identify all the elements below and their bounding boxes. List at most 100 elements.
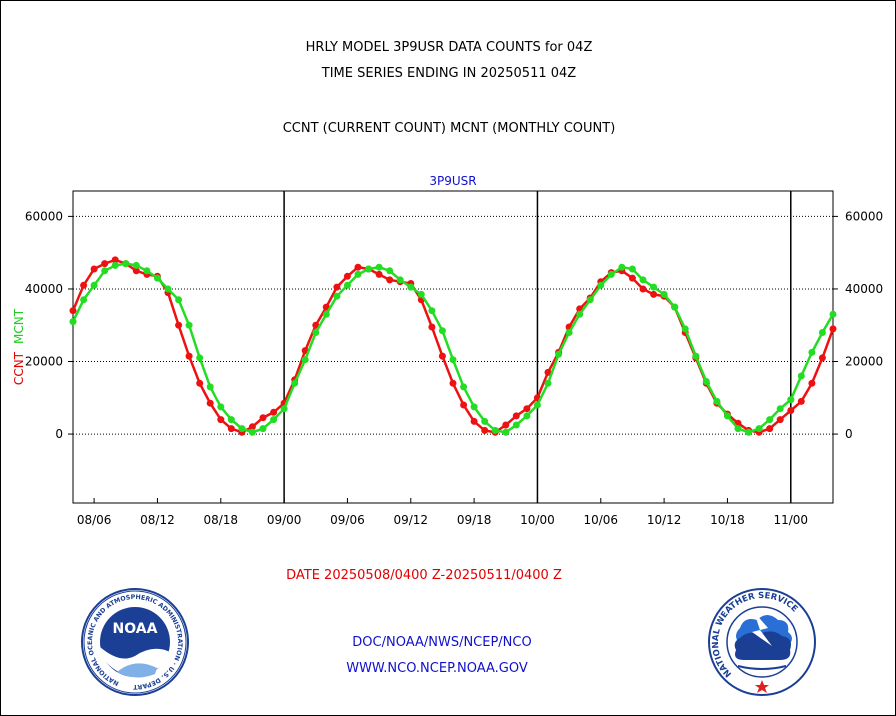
data-point-mcnt (153, 274, 161, 282)
plot-area (72, 190, 834, 504)
data-point-mcnt (576, 310, 584, 318)
data-point-mcnt (206, 383, 214, 391)
grid-lines (73, 191, 833, 503)
data-point-mcnt (69, 318, 77, 326)
data-point-ccnt (217, 416, 225, 424)
data-point-mcnt (745, 428, 753, 436)
data-point-ccnt (196, 379, 204, 387)
data-point-mcnt (555, 350, 563, 358)
data-point-mcnt (808, 348, 816, 356)
data-point-mcnt (375, 263, 383, 271)
star-icon (755, 680, 769, 693)
data-point-ccnt (829, 325, 837, 333)
data-point-mcnt (322, 310, 330, 318)
data-point-ccnt (808, 379, 816, 387)
data-point-mcnt (692, 352, 700, 360)
data-point-mcnt (766, 416, 774, 424)
data-point-mcnt (175, 296, 183, 304)
data-point-mcnt (787, 396, 795, 404)
data-point-mcnt (628, 265, 636, 273)
data-point-ccnt (650, 290, 658, 298)
data-point-mcnt (90, 281, 98, 289)
data-point-mcnt (702, 378, 710, 385)
data-point-mcnt (734, 425, 742, 433)
data-point-ccnt (259, 414, 267, 422)
data-point-mcnt (607, 270, 615, 278)
data-point-ccnt (470, 417, 478, 425)
data-point-mcnt (512, 421, 520, 429)
data-point-mcnt (650, 283, 658, 291)
noaa-logo: NOAA NATIONAL OCEANIC AND ATMOSPHERIC AD… (81, 588, 189, 696)
data-point-mcnt (259, 425, 267, 433)
data-point-mcnt (829, 310, 837, 318)
data-point-mcnt (755, 425, 763, 433)
data-point-mcnt (111, 261, 119, 269)
data-point-mcnt (438, 327, 446, 335)
data-point-mcnt (597, 281, 605, 289)
chart-title: 3P9USR (429, 174, 476, 188)
data-point-mcnt (333, 292, 341, 300)
data-point-ccnt (628, 274, 636, 282)
y-tick-label-left: 40000 (25, 282, 63, 296)
data-point-ccnt (818, 354, 826, 362)
data-point-mcnt (470, 403, 478, 411)
data-point-mcnt (270, 416, 278, 424)
data-point-ccnt (248, 423, 256, 431)
data-point-ccnt (312, 321, 320, 329)
y-label-mcnt: MCNT (12, 308, 26, 344)
data-point-ccnt (343, 272, 351, 280)
y-axis: 0 0 20000 20000 40000 40000 60000 60000 (25, 209, 883, 441)
data-point-ccnt (386, 276, 394, 284)
x-tick-label: 09/06 (330, 513, 365, 527)
svg-text:CCNTMCNT: CCNT MCNT (12, 308, 26, 385)
series-mcnt (69, 260, 837, 436)
data-point-mcnt (586, 296, 594, 304)
data-point-ccnt (523, 405, 531, 413)
data-point-ccnt (544, 368, 552, 376)
data-point-mcnt (533, 401, 541, 409)
x-tick-label: 10/00 (520, 513, 555, 527)
data-point-mcnt (818, 329, 826, 336)
chart-subtitle: CCNT (CURRENT COUNT) MCNT (MONTHLY COUNT… (282, 121, 616, 136)
data-point-mcnt (428, 307, 436, 315)
x-tick-label: 10/12 (647, 513, 682, 527)
x-tick-label: 10/06 (583, 513, 618, 527)
data-point-mcnt (217, 403, 225, 411)
data-point-mcnt (238, 425, 246, 433)
data-point-ccnt (90, 265, 98, 273)
data-point-ccnt (101, 260, 109, 268)
y-axis-label: CCNT MCNT (12, 308, 26, 385)
data-point-mcnt (797, 372, 805, 380)
data-point-mcnt (196, 354, 204, 362)
data-point-mcnt (681, 325, 689, 333)
data-point-ccnt (185, 352, 193, 360)
data-point-ccnt (438, 352, 446, 360)
y-tick-label-left: 0 (55, 427, 63, 441)
data-point-mcnt (132, 261, 140, 269)
data-point-mcnt (502, 428, 510, 436)
data-point-mcnt (280, 405, 288, 413)
data-point-mcnt (776, 405, 784, 413)
data-point-mcnt (460, 383, 468, 391)
x-tick-label: 09/12 (393, 513, 428, 527)
data-point-ccnt (449, 379, 457, 387)
data-point-mcnt (565, 329, 573, 336)
data-point-ccnt (639, 285, 647, 293)
plot-border (72, 190, 834, 504)
y-tick-label-left: 60000 (25, 209, 63, 223)
nws-logo: NATIONAL WEATHER SERVICE (708, 588, 816, 696)
y-tick-label-right: 60000 (845, 209, 883, 223)
data-point-ccnt (512, 412, 520, 420)
data-point-mcnt (248, 428, 256, 436)
data-point-ccnt (227, 425, 235, 433)
data-point-ccnt (797, 397, 805, 405)
data-point-ccnt (481, 426, 489, 434)
data-point-mcnt (354, 270, 362, 278)
data-point-mcnt (227, 416, 235, 424)
y-tick-label-right: 40000 (845, 282, 883, 296)
series-line-ccnt (71, 258, 835, 434)
data-point-ccnt (111, 256, 119, 264)
data-point-mcnt (301, 356, 309, 364)
